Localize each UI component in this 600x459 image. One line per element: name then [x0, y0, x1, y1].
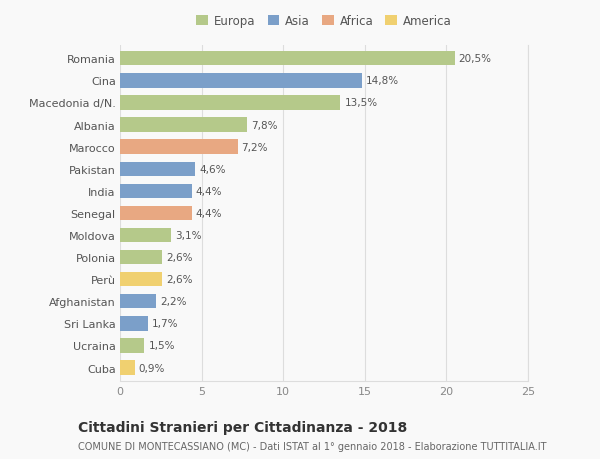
- Bar: [120, 228, 170, 243]
- Legend: Europa, Asia, Africa, America: Europa, Asia, Africa, America: [196, 15, 451, 28]
- Bar: [120, 140, 238, 155]
- Text: 7,2%: 7,2%: [242, 142, 268, 152]
- Bar: [120, 96, 340, 110]
- Bar: [120, 206, 192, 221]
- Bar: [120, 361, 134, 375]
- Bar: [120, 294, 156, 309]
- Text: 4,6%: 4,6%: [199, 164, 226, 174]
- Text: 4,4%: 4,4%: [196, 186, 223, 196]
- Bar: [120, 339, 145, 353]
- Text: 0,9%: 0,9%: [139, 363, 165, 373]
- Text: 13,5%: 13,5%: [344, 98, 377, 108]
- Text: 7,8%: 7,8%: [251, 120, 278, 130]
- Bar: [120, 184, 192, 199]
- Bar: [120, 74, 362, 88]
- Text: 2,2%: 2,2%: [160, 297, 187, 307]
- Bar: [120, 272, 163, 287]
- Bar: [120, 162, 195, 177]
- Text: 1,7%: 1,7%: [152, 319, 178, 329]
- Text: 20,5%: 20,5%: [458, 54, 491, 64]
- Text: COMUNE DI MONTECASSIANO (MC) - Dati ISTAT al 1° gennaio 2018 - Elaborazione TUTT: COMUNE DI MONTECASSIANO (MC) - Dati ISTA…: [78, 441, 547, 451]
- Bar: [120, 250, 163, 265]
- Bar: [120, 52, 455, 66]
- Text: 3,1%: 3,1%: [175, 230, 201, 241]
- Bar: [120, 118, 247, 133]
- Bar: [120, 317, 148, 331]
- Text: Cittadini Stranieri per Cittadinanza - 2018: Cittadini Stranieri per Cittadinanza - 2…: [78, 420, 407, 434]
- Text: 2,6%: 2,6%: [167, 252, 193, 263]
- Text: 14,8%: 14,8%: [365, 76, 399, 86]
- Text: 2,6%: 2,6%: [167, 274, 193, 285]
- Text: 4,4%: 4,4%: [196, 208, 223, 218]
- Text: 1,5%: 1,5%: [149, 341, 175, 351]
